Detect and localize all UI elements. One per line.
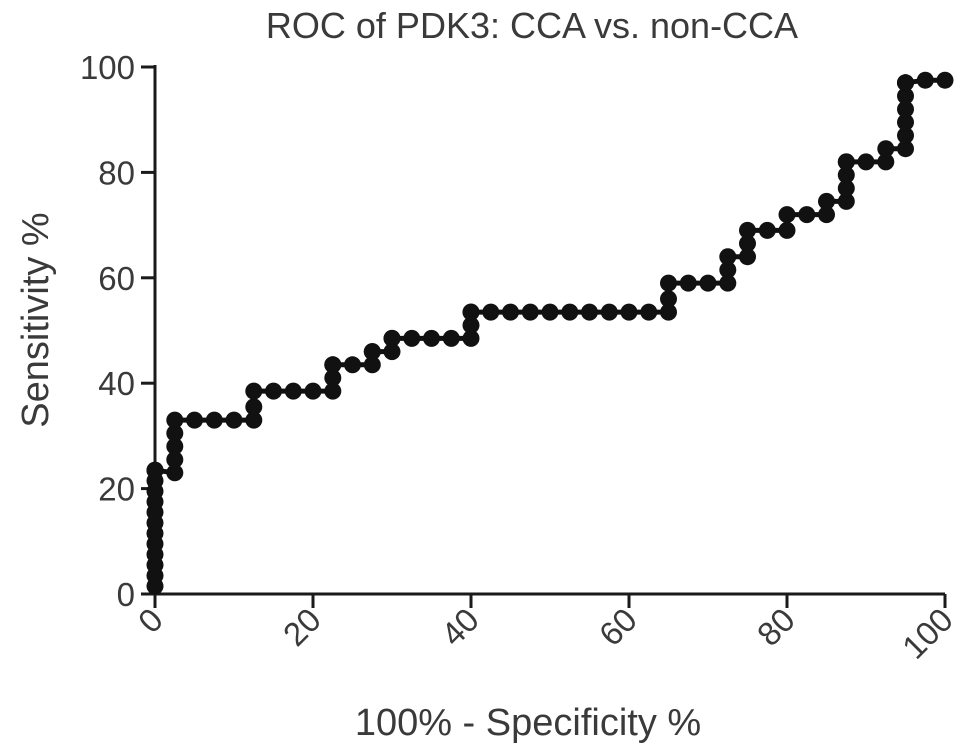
roc-point [798,206,816,224]
roc-point [897,140,914,158]
x-axis-label: 100% - Specificity % [355,702,701,744]
roc-point [897,113,914,131]
roc-curve-points [146,71,954,595]
roc-point [265,382,282,400]
chart-axes [153,65,945,596]
roc-point [462,329,480,347]
roc-point [778,206,796,224]
y-axis-label: Sensitivity % [15,212,57,427]
roc-point [640,303,658,321]
roc-point [304,382,322,400]
roc-point [739,235,756,252]
x-axis: 0 20 40 60 80 100 [131,594,960,666]
x-tick-label: 60 [592,601,644,653]
x-tick-label: 80 [750,601,802,653]
roc-point [166,464,184,482]
y-tick-label: 80 [98,154,135,191]
roc-point [778,221,796,239]
roc-point [936,71,954,89]
roc-point [245,382,263,400]
roc-point [324,369,342,387]
roc-curve-line [152,77,945,587]
chart-title: ROC of PDK3: CCA vs. non-CCA [266,5,798,46]
roc-point [521,303,539,321]
roc-point [166,437,184,455]
roc-point [284,382,302,400]
roc-point [877,153,895,171]
roc-point [442,329,460,347]
roc-point [739,248,756,266]
roc-point [916,71,934,89]
roc-point [344,356,361,374]
roc-point [837,192,855,210]
roc-point [758,221,776,239]
y-tick-label: 0 [117,576,135,613]
roc-point [620,303,638,321]
roc-point [502,303,519,321]
roc-point [818,206,835,224]
roc-point [660,303,677,321]
roc-point [660,274,677,292]
y-tick-label: 20 [98,471,135,508]
y-tick-label: 40 [98,365,135,402]
roc-point [166,411,184,429]
x-tick-label: 0 [131,601,170,640]
roc-point [897,74,914,92]
x-tick-label: 100 [895,601,960,666]
roc-point [462,303,480,321]
roc-point [146,461,164,479]
roc-point [324,356,342,374]
roc-point [166,424,184,442]
y-axis: 0 20 40 60 80 100 [80,49,155,613]
roc-point [166,451,184,469]
roc-point [245,411,263,429]
roc-point [383,343,401,361]
roc-point [877,140,895,158]
roc-point [719,261,737,279]
roc-point [581,303,598,321]
x-tick-label: 40 [434,601,486,653]
roc-point [818,192,835,210]
roc-point [897,87,914,105]
roc-point [897,127,914,144]
roc-point [837,166,855,184]
roc-point [383,329,401,347]
roc-point [245,398,263,416]
roc-point [679,274,697,292]
roc-point [363,356,381,374]
roc-point [660,290,677,308]
roc-point [403,329,421,347]
roc-point [897,100,914,118]
roc-point [482,303,500,321]
roc-point [699,274,717,292]
roc-point [719,248,737,266]
roc-point [561,303,579,321]
y-tick-label: 100 [80,49,135,86]
x-tick-label: 20 [276,601,328,653]
roc-point [225,411,243,429]
roc-point [837,179,855,197]
roc-point [205,411,223,429]
roc-point [541,303,559,321]
y-tick-label: 60 [98,260,135,297]
roc-point [423,329,440,347]
roc-point [837,153,855,171]
roc-point [739,221,756,239]
roc-point [719,274,737,292]
roc-point [324,382,342,400]
roc-point [186,411,203,429]
roc-point [857,153,875,171]
roc-point [363,343,381,361]
roc-point [600,303,618,321]
roc-point [462,316,480,334]
